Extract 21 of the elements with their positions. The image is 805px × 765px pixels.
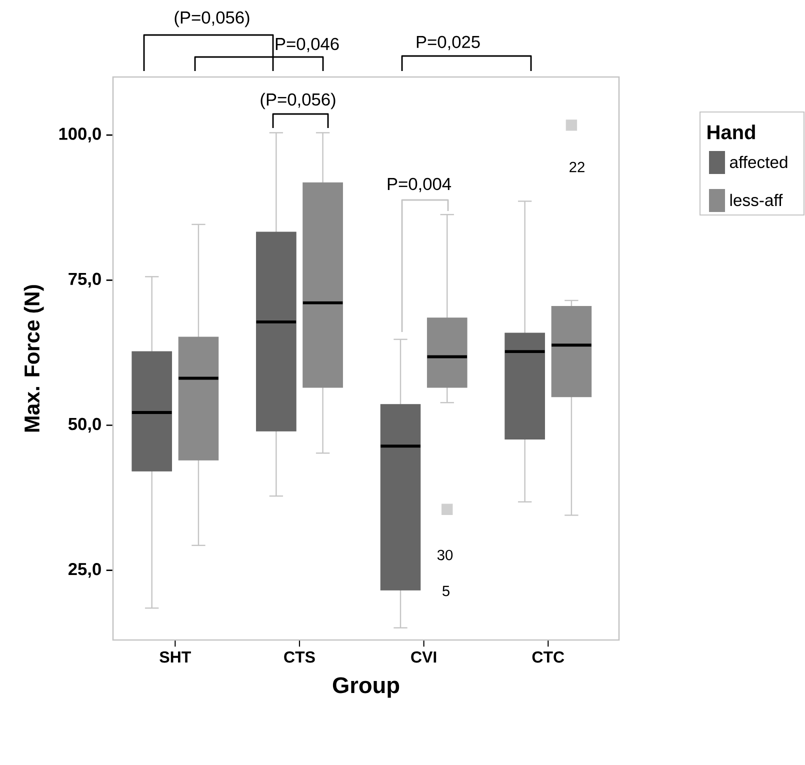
- text: P=0,046: [276, 38, 339, 52]
- y-tick-label: 75,0: [68, 272, 101, 288]
- y-axis-title: Max. Force (N): [24, 285, 44, 432]
- annotation: 30: [437, 550, 453, 560]
- text: (P=0,056): [174, 10, 250, 28]
- x-tick-label: SHT: [160, 651, 191, 663]
- y-tick-label: 50,0: [68, 418, 101, 433]
- annotation: 5: [442, 586, 450, 596]
- x-tick-label: CVI: [411, 651, 436, 663]
- legend-label: affected: [730, 156, 788, 168]
- x-axis-title: Group: [332, 677, 400, 698]
- annotation: (P=0,056): [260, 92, 336, 110]
- legend-title: Hand: [708, 124, 755, 140]
- x-tick-label: CTS: [284, 651, 315, 663]
- x-tick-label: CTC: [532, 651, 564, 663]
- text: P=0,025: [416, 36, 480, 50]
- annotation: P=0,004: [388, 178, 452, 192]
- y-tick-label: 100,0: [59, 128, 101, 142]
- y-tick-label: 25,0: [68, 562, 101, 578]
- annotation: 22: [570, 162, 584, 172]
- legend-label: less-aff: [730, 194, 783, 206]
